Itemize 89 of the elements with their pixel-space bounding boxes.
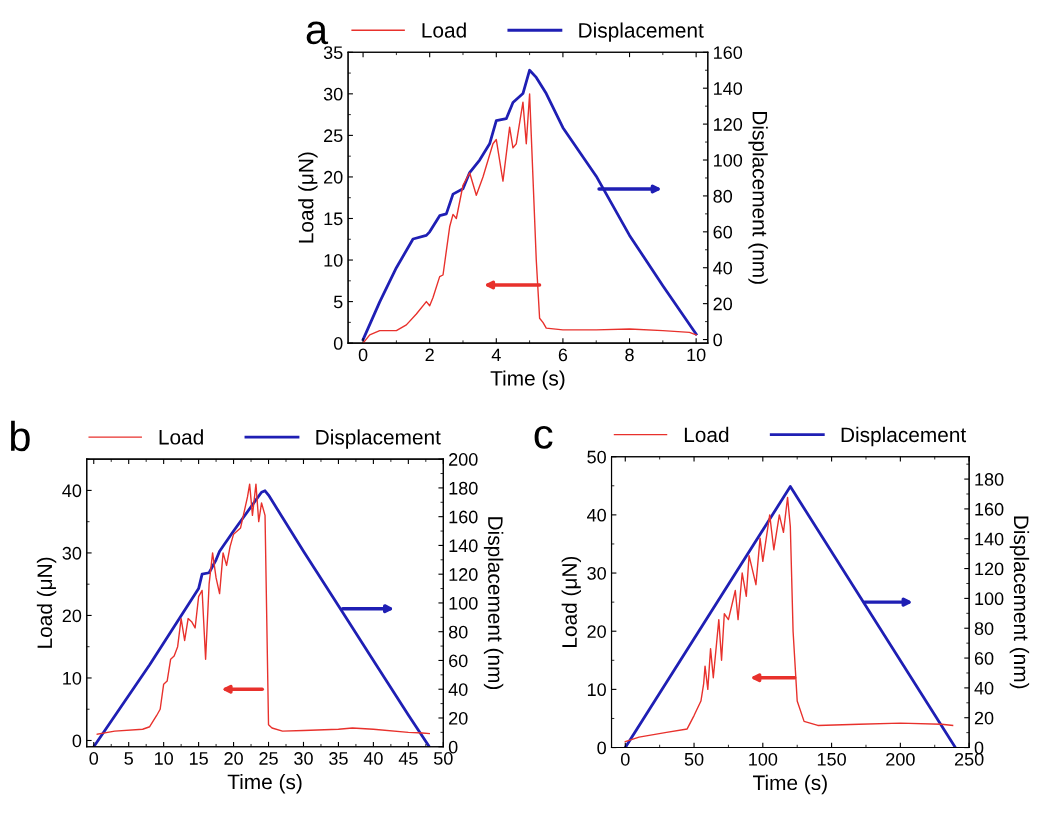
x-tick-label: 10 (154, 752, 173, 765)
y-tick-label: 40 (62, 484, 82, 498)
x-tick-label: 10 (687, 348, 706, 362)
y2-tick-label: 20 (713, 297, 733, 311)
y2-tick-label: 20 (974, 711, 994, 725)
x-tick-label: 6 (558, 348, 568, 362)
y-tick-label: 30 (323, 87, 343, 101)
x-axis-title: Time (s) (490, 370, 565, 390)
y2-tick-label: 100 (714, 153, 743, 167)
y2-tick-label: 180 (975, 473, 1004, 486)
x-tick-label: 25 (259, 752, 278, 765)
y2-tick-label: 80 (713, 189, 733, 203)
x-tick-label: 40 (363, 752, 383, 765)
y-axis-title: Load (μN) (561, 556, 582, 647)
y-tick-label: 15 (324, 212, 343, 226)
y-tick-label: 30 (62, 546, 82, 560)
y2-tick-label: 0 (448, 740, 458, 754)
x-tick-label: 20 (224, 752, 243, 765)
y2-tick-label: 80 (448, 625, 468, 639)
legend-label: Load (684, 426, 729, 443)
chart-title: a (306, 21, 329, 45)
chart-title: b (11, 420, 30, 452)
y-tick-label: 0 (72, 734, 82, 748)
y2-tick-label: 100 (975, 592, 1004, 606)
x-tick-label: 0 (358, 348, 368, 362)
x-tick-label: 150 (817, 752, 846, 766)
y2-tick-label: 0 (974, 741, 984, 755)
x-tick-label: 0 (89, 752, 99, 765)
x-tick-label: 30 (294, 752, 313, 765)
y-tick-label: 5 (333, 295, 343, 309)
y2-tick-label: 140 (975, 532, 1004, 546)
y-axis-title: Load (μN) (298, 152, 318, 243)
y2-tick-label: 120 (449, 568, 478, 581)
x-tick-label: 2 (425, 348, 434, 362)
legend-label: Load (159, 429, 203, 445)
x-axis-title: Time (s) (227, 773, 302, 794)
x-tick-label: 100 (749, 752, 778, 766)
x-tick-label: 250 (954, 752, 984, 766)
y2-axis-title: Displacement (nm) (1009, 516, 1030, 689)
y-tick-label: 50 (587, 450, 606, 464)
y2-tick-label: 160 (449, 510, 478, 524)
chart-title: c (534, 425, 553, 449)
legend-label: Displacement (841, 426, 967, 447)
y-tick-label: 30 (587, 566, 606, 580)
y2-tick-label: 40 (448, 683, 468, 696)
y2-tick-label: 140 (449, 539, 478, 553)
y2-tick-label: 80 (974, 622, 994, 635)
y2-tick-label: 160 (975, 502, 1004, 516)
x-tick-label: 50 (433, 752, 453, 765)
legend-label: Load (422, 22, 466, 38)
y-tick-label: 0 (333, 337, 343, 350)
y-tick-label: 10 (587, 683, 606, 697)
y-axis-title: Load (μN) (36, 557, 57, 648)
y2-tick-label: 160 (714, 46, 743, 60)
x-axis-title: Time (s) (753, 774, 827, 795)
x-tick-label: 4 (491, 348, 501, 362)
x-tick-label: 8 (625, 348, 634, 362)
legend-label: Displacement (316, 429, 441, 449)
y-tick-label: 40 (587, 508, 606, 522)
y-tick-label: 25 (324, 129, 343, 143)
y2-tick-label: 20 (449, 711, 468, 725)
y2-tick-label: 60 (974, 652, 994, 665)
y2-tick-label: 40 (713, 261, 733, 275)
y2-tick-label: 0 (713, 333, 722, 347)
y2-axis-title: Displacement (nm) (748, 112, 768, 284)
y2-tick-label: 40 (974, 681, 994, 695)
y2-tick-label: 140 (714, 82, 743, 95)
x-tick-label: 50 (684, 752, 704, 766)
legend-label: Displacement (579, 22, 704, 42)
x-tick-label: 45 (398, 752, 418, 765)
y2-tick-label: 200 (449, 453, 478, 466)
y2-axis-title: Displacement (nm) (483, 517, 504, 690)
y2-tick-label: 120 (714, 118, 743, 131)
y2-tick-label: 100 (449, 596, 478, 610)
y-tick-label: 20 (62, 609, 82, 623)
y2-tick-label: 60 (449, 654, 468, 668)
y2-tick-label: 60 (713, 225, 733, 239)
x-tick-label: 0 (620, 752, 630, 766)
y-tick-label: 20 (324, 170, 343, 184)
x-tick-label: 5 (124, 752, 133, 765)
y-tick-label: 35 (323, 46, 343, 60)
y2-tick-label: 180 (449, 481, 478, 495)
y-tick-label: 10 (63, 671, 82, 685)
y-tick-label: 10 (324, 253, 343, 267)
x-tick-label: 200 (886, 752, 915, 766)
y2-tick-label: 120 (975, 562, 1004, 576)
x-tick-label: 15 (189, 752, 208, 765)
y-tick-label: 0 (597, 741, 606, 755)
y-tick-label: 20 (587, 625, 606, 638)
